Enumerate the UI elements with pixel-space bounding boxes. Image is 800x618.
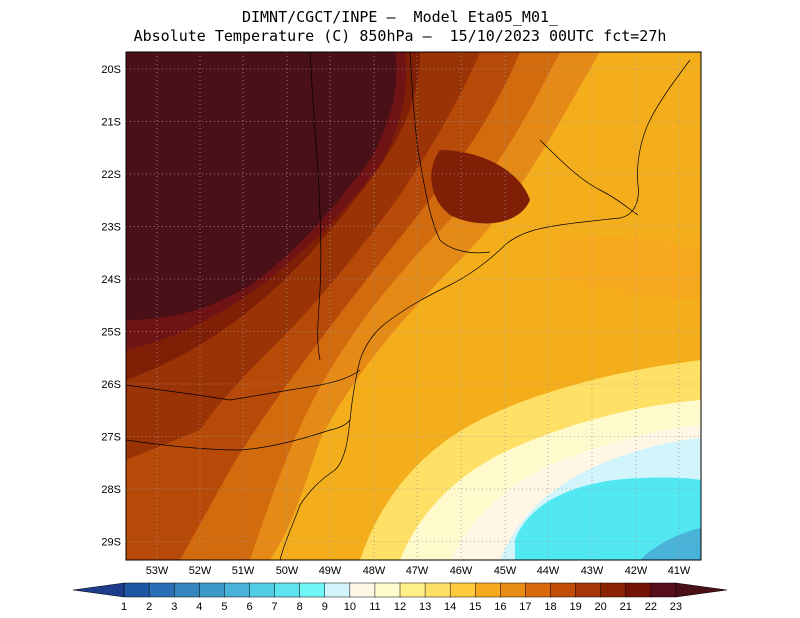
state-border-msprsp xyxy=(309,52,322,361)
lat-label: 24S xyxy=(101,274,121,286)
lat-label: 26S xyxy=(101,379,121,391)
lon-label: 50W xyxy=(276,565,299,577)
colorbar-swatch xyxy=(550,582,577,598)
state-border-scrs xyxy=(126,419,351,451)
colorbar-label: 15 xyxy=(469,601,481,613)
temperature-field xyxy=(126,52,701,560)
colorbar-label: 21 xyxy=(620,601,632,613)
colorbar-label: 12 xyxy=(394,601,406,613)
colorbar-label: 6 xyxy=(246,601,252,613)
map-subtitle: Absolute Temperature (C) 850hPa — 15/10/… xyxy=(133,27,667,45)
colorbar-label: 18 xyxy=(544,601,556,613)
colorbar-swatch xyxy=(575,582,602,598)
colorbar-swatch xyxy=(123,582,150,598)
lon-label: 45W xyxy=(494,565,517,577)
colorbar-label: 19 xyxy=(569,601,581,613)
temp-spot-21 xyxy=(431,150,530,224)
colorbar-swatch xyxy=(174,582,201,598)
lon-label: 46W xyxy=(450,565,473,577)
lon-label: 43W xyxy=(581,565,604,577)
lat-label: 28S xyxy=(101,484,121,496)
colorbar-swatch xyxy=(650,582,677,598)
coastline-borders xyxy=(126,52,691,560)
coastline xyxy=(279,59,691,560)
colorbar-label: 20 xyxy=(595,601,607,613)
lon-label: 48W xyxy=(363,565,386,577)
lat-label: 20S xyxy=(101,64,121,76)
lat-lon-grid xyxy=(126,52,701,560)
lon-label: 47W xyxy=(406,565,429,577)
lon-label: 42W xyxy=(625,565,648,577)
colorbar-label: 14 xyxy=(444,601,456,613)
colorbar-swatch xyxy=(625,582,652,598)
colorbar-label: 4 xyxy=(196,601,202,613)
colorbar-swatch xyxy=(600,582,627,598)
colorbar-swatch xyxy=(324,582,351,598)
lat-label: 29S xyxy=(101,537,121,549)
lat-label: 25S xyxy=(101,327,121,339)
colorbar-label: 7 xyxy=(272,601,278,613)
colorbar-arrow-high xyxy=(675,582,728,598)
lon-label: 41W xyxy=(668,565,691,577)
colorbar-label: 2 xyxy=(146,601,152,613)
temp-band-23 xyxy=(126,52,397,320)
lon-label: 51W xyxy=(232,565,255,577)
colorbar-swatch xyxy=(224,582,251,598)
lon-label: 52W xyxy=(189,565,212,577)
lon-axis: 53W 52W 51W 50W 49W 48W 47W 46W 45W 44W … xyxy=(146,565,691,577)
colorbar-label: 23 xyxy=(670,601,682,613)
colorbar-label: 8 xyxy=(297,601,303,613)
colorbar-swatch xyxy=(475,582,502,598)
lat-axis: 20S 21S 22S 23S 24S 25S 26S 27S 28S 29S xyxy=(101,64,121,549)
temp-band-6 xyxy=(640,528,701,560)
colorbar-label: 22 xyxy=(645,601,657,613)
colorbar-arrow-low xyxy=(72,582,125,598)
colorbar-label: 11 xyxy=(369,601,380,613)
colorbar-label: 16 xyxy=(494,601,506,613)
colorbar-label: 3 xyxy=(171,601,177,613)
colorbar-swatch xyxy=(500,582,527,598)
colorbar-label: 17 xyxy=(519,601,531,613)
colorbar-swatch xyxy=(349,582,376,598)
lon-label: 44W xyxy=(537,565,560,577)
lat-label: 21S xyxy=(101,117,121,129)
map-frame xyxy=(125,51,702,561)
colorbar-swatch xyxy=(148,582,176,598)
colorbar-swatch xyxy=(424,582,451,598)
colorbar-label: 9 xyxy=(322,601,328,613)
state-border-prsc xyxy=(126,369,361,401)
colorbar-swatch xyxy=(274,582,301,598)
lon-label: 53W xyxy=(146,565,169,577)
map-title: DIMNT/CGCT/INPE — Model Eta05_M01_ xyxy=(241,8,559,26)
colorbar-swatch xyxy=(449,582,476,598)
temp-band-8 xyxy=(515,477,701,560)
colorbar-label: 13 xyxy=(419,601,431,613)
colorbar-swatch xyxy=(399,582,426,598)
colorbar-swatch xyxy=(299,582,326,598)
temp-band-16 xyxy=(560,235,701,300)
colorbar-label: 10 xyxy=(344,601,356,613)
lat-label: 22S xyxy=(101,169,121,181)
colorbar-swatch xyxy=(199,582,226,598)
colorbar-swatch xyxy=(249,582,276,598)
state-border-spmg xyxy=(409,52,491,254)
colorbar: 1 2 3 4 5 6 7 8 9 10 11 12 13 14 15 16 17 18 19 20 21 22 23 xyxy=(72,582,728,613)
lat-label: 27S xyxy=(101,432,121,444)
lon-label: 49W xyxy=(319,565,342,577)
state-border-mgrj xyxy=(539,139,639,216)
colorbar-label: 1 xyxy=(121,601,127,613)
lat-label: 23S xyxy=(101,222,121,234)
colorbar-swatch xyxy=(374,582,401,598)
colorbar-label: 5 xyxy=(221,601,227,613)
colorbar-swatch xyxy=(525,582,552,598)
